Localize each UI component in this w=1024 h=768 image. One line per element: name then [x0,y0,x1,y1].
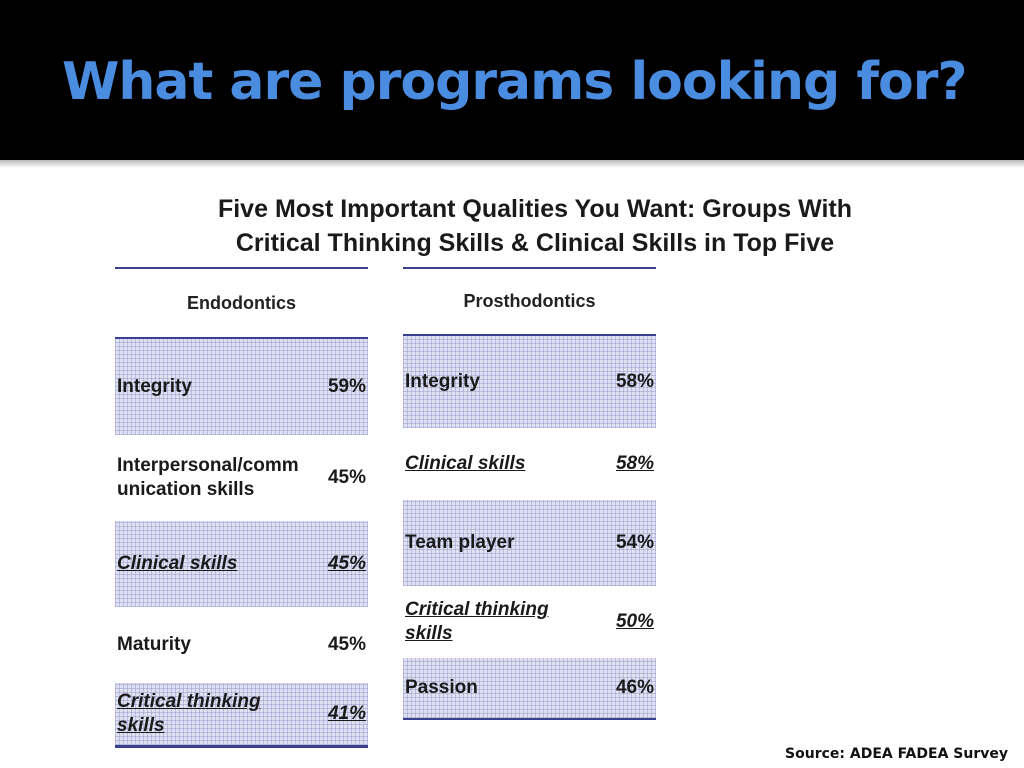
table-bottom-rule [403,718,656,720]
quality-percent: 59% [327,376,366,397]
quality-percent: 45% [327,634,366,655]
quality-label: Passion [405,677,478,698]
table-row: Integrity 59% [115,339,368,435]
quality-percent: 45% [327,467,366,488]
table-row: Maturity 45% [115,607,368,683]
quality-percent: 45% [327,553,366,574]
table-row: Integrity 58% [403,336,656,428]
quality-label: Maturity [117,634,191,655]
quality-percent: 54% [615,532,654,553]
endodontics-table: Endodontics Integrity 59% Interpersonal/… [115,267,368,748]
table-row: Passion 46% [403,658,656,718]
source-citation: Source: ADEA FADEA Survey [785,746,1008,762]
table-row: Critical thinking skills 50% [403,586,656,658]
table-title-line-2: Critical Thinking Skills & Clinical Skil… [235,229,835,257]
prosthodontics-table: Prosthodontics Integrity 58% Clinical sk… [403,267,656,720]
quality-label: Clinical skills [117,553,238,574]
table-row: Clinical skills 58% [403,428,656,500]
title-divider [0,160,1024,168]
table-row: Clinical skills 45% [115,521,368,607]
quality-label: Team player [405,532,515,553]
quality-label: Clinical skills [405,453,526,474]
table-title: Five Most Important Qualities You Want: … [110,192,960,260]
table-row: Team player 54% [403,500,656,586]
quality-percent: 41% [327,703,366,724]
quality-label: Interpersonal/comm unication skills [117,455,299,500]
slide-title: What are programs looking for? [62,52,968,112]
table-bottom-rule [115,745,368,748]
quality-percent: 46% [615,677,654,698]
quality-label: Critical thinking skills [117,691,261,736]
quality-percent: 58% [615,371,654,392]
endodontics-heading: Endodontics [115,269,368,339]
prosthodontics-heading: Prosthodontics [403,269,656,336]
quality-label: Integrity [117,376,192,397]
quality-percent: 58% [615,453,654,474]
title-banner: What are programs looking for? [0,0,1024,160]
table-title-line-1: Five Most Important Qualities You Want: … [217,195,853,223]
quality-label: Integrity [405,371,480,392]
table-row: Critical thinking skills 41% [115,683,368,745]
table-row: Interpersonal/comm unication skills 45% [115,435,368,521]
quality-label: Critical thinking skills [405,599,549,644]
quality-percent: 50% [615,611,654,632]
